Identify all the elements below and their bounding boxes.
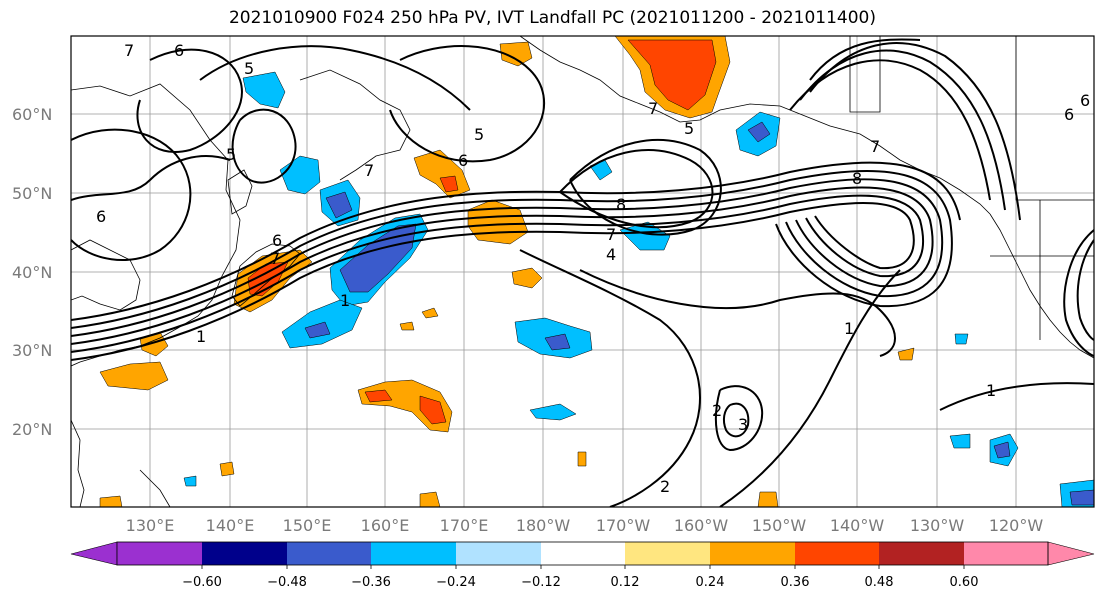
colorbar-tick-label: 0.60 xyxy=(950,575,979,590)
lon-label: 120°W xyxy=(989,516,1044,535)
colorbar-over-arrow xyxy=(1047,541,1095,566)
colorbar-tick-label: 0.24 xyxy=(696,575,725,590)
colorbar-bin xyxy=(287,542,371,565)
lat-label: 30°N xyxy=(12,341,52,360)
contour-label: 5 xyxy=(244,59,254,78)
colorbar-bin xyxy=(541,542,625,565)
colorbar-bin xyxy=(964,542,1048,565)
lon-label: 160°E xyxy=(361,516,410,535)
contour-labels: 7 6 5 5 5 6 7 6 6 7 7 5 8 7 4 1 1 8 7 6 … xyxy=(96,41,1090,496)
colorbar-tick-label: 0.12 xyxy=(611,575,640,590)
pv-contours xyxy=(71,38,1094,507)
gridlines xyxy=(71,36,1094,507)
colorbar-tick-label: −0.24 xyxy=(436,575,476,590)
colorbar-tick-label: −0.48 xyxy=(267,575,307,590)
contour-label: 4 xyxy=(606,245,616,264)
colorbar-tick-label: −0.36 xyxy=(351,575,391,590)
colorbar-tick-label: 0.48 xyxy=(865,575,894,590)
longitude-labels: 130°E 140°E 150°E 160°E 170°E 180°W 170°… xyxy=(126,516,1044,535)
contour-label: 6 xyxy=(96,207,106,226)
contour-label: 6 xyxy=(458,151,468,170)
lat-label: 50°N xyxy=(12,184,52,203)
colorbar-tick-label: 0.36 xyxy=(781,575,810,590)
colorbar-bin xyxy=(710,542,795,565)
lon-label: 130°E xyxy=(126,516,175,535)
lon-label: 140°W xyxy=(830,516,885,535)
lon-label: 170°E xyxy=(440,516,489,535)
contour-label: 6 xyxy=(174,41,184,60)
colorbar-under-arrow xyxy=(70,541,118,566)
contour-label: 7 xyxy=(606,225,616,244)
colorbar-bin xyxy=(795,542,879,565)
colorbar-bin xyxy=(371,542,456,565)
contour-label: 7 xyxy=(648,99,658,118)
lat-label: 20°N xyxy=(12,420,52,439)
colorbar-bin xyxy=(625,542,710,565)
colorbar-bin xyxy=(202,542,287,565)
contour-label: 2 xyxy=(712,401,722,420)
contour-label: 6 xyxy=(1064,105,1074,124)
contour-label: 3 xyxy=(738,415,748,434)
lon-label: 160°W xyxy=(674,516,729,535)
contour-label: 5 xyxy=(684,119,694,138)
contour-label: 1 xyxy=(196,327,206,346)
colorbar-tick-label: −0.12 xyxy=(521,575,561,590)
contour-label: 8 xyxy=(616,195,626,214)
contour-label: 7 xyxy=(124,41,134,60)
colorbar-bin xyxy=(879,542,964,565)
contour-label: 7 xyxy=(870,137,880,156)
lat-label: 60°N xyxy=(12,105,52,124)
contour-label: 7 xyxy=(364,161,374,180)
contour-label: 7 xyxy=(270,249,280,268)
contour-label: 6 xyxy=(272,231,282,250)
contour-label: 2 xyxy=(660,477,670,496)
lon-label: 150°W xyxy=(752,516,807,535)
contour-label: 1 xyxy=(340,291,350,310)
contour-label: 5 xyxy=(226,145,236,164)
colorbar-bin xyxy=(456,542,541,565)
lon-label: 180°W xyxy=(516,516,571,535)
lon-label: 140°E xyxy=(206,516,255,535)
lon-label: 150°E xyxy=(283,516,332,535)
contour-label: 5 xyxy=(474,125,484,144)
map-frame xyxy=(70,35,1095,508)
latitude-labels: 60°N 50°N 40°N 30°N 20°N xyxy=(12,105,52,439)
contour-label: 1 xyxy=(844,319,854,338)
lon-label: 130°W xyxy=(910,516,965,535)
colorbar: −0.60 −0.48 −0.36 −0.24 −0.12 0.12 0.24 … xyxy=(70,541,1095,590)
contour-label: 6 xyxy=(1080,91,1090,110)
colorbar-tick-label: −0.60 xyxy=(182,575,222,590)
lat-label: 40°N xyxy=(12,263,52,282)
contour-label: 8 xyxy=(852,169,862,188)
lon-label: 170°W xyxy=(596,516,651,535)
colorbar-bin xyxy=(117,542,202,565)
map-title: 2021010900 F024 250 hPa PV, IVT Landfall… xyxy=(228,8,876,28)
contour-label: 1 xyxy=(986,381,996,400)
